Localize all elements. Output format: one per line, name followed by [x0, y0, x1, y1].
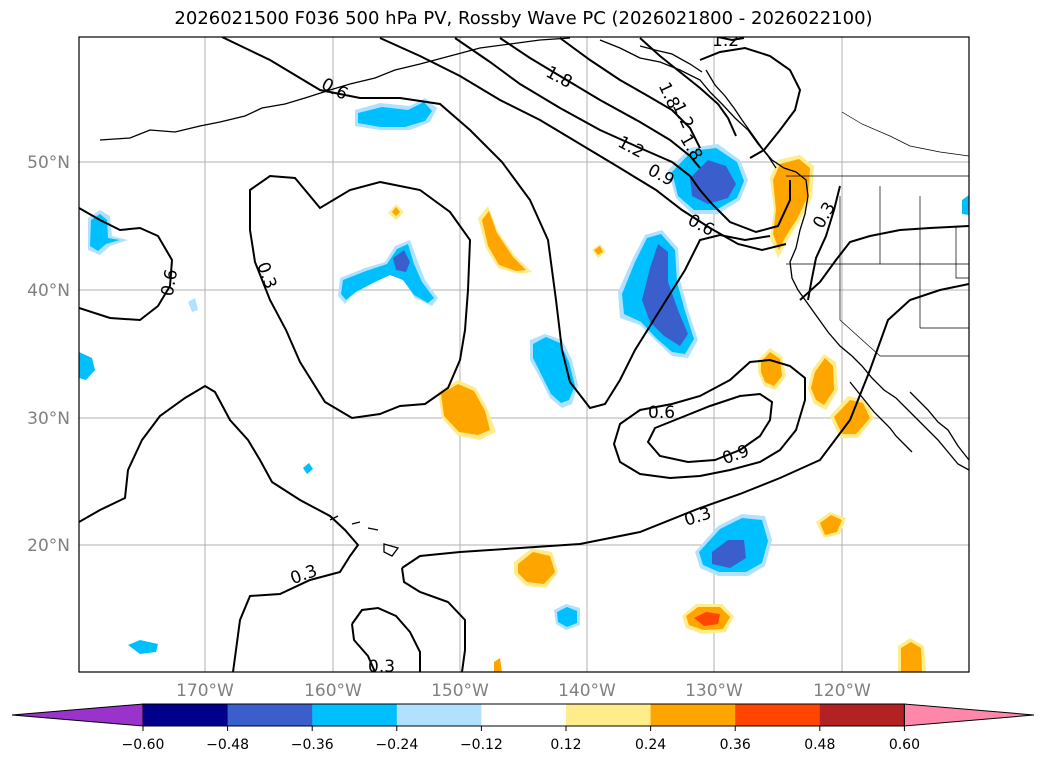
- lon-label-170w: 170°W: [176, 681, 234, 701]
- colorbar: −0.60 −0.48 −0.36 −0.24 −0.12 0.12 0.24 0.36 0.4…: [11, 703, 1035, 753]
- political-borders: [786, 111, 969, 357]
- us-west-coast: [789, 195, 969, 471]
- hawaii: [329, 515, 400, 557]
- contour-0.3-east: [799, 225, 969, 301]
- contour-0.3-loop: [351, 606, 421, 672]
- neg-patch-sw: [128, 640, 158, 654]
- colorbar-segment: [650, 704, 736, 726]
- colorbar-tick-label: 0.24: [635, 737, 666, 753]
- colorbar-segment: [227, 704, 313, 726]
- lon-label-150w: 150°W: [431, 681, 489, 701]
- colorbar-segment: [143, 704, 229, 726]
- longitude-labels: 170°W 160°W 150°W 140°W 130°W 120°W: [176, 681, 871, 701]
- colorbar-extend-high: [903, 703, 1035, 727]
- lon-label-160w: 160°W: [304, 681, 362, 701]
- colorbar-segment: [819, 704, 905, 726]
- contour-0.9-loop: [612, 358, 806, 480]
- colorbar-segment: [566, 704, 652, 726]
- contour-0.6-north: [221, 37, 771, 410]
- contour-0.3-south: [79, 384, 360, 672]
- lat-label-40n: 40°N: [27, 281, 70, 301]
- lon-label-120w: 120°W: [813, 681, 871, 701]
- latitude-labels: 50°N 40°N 30°N 20°N: [27, 153, 70, 556]
- contour-0.6-west: [79, 207, 174, 322]
- contour-1.2-a: [454, 37, 791, 234]
- lat-label-20n: 20°N: [27, 536, 70, 556]
- colorbar-tick-label: −0.48: [206, 737, 249, 753]
- alaska-coast: [99, 37, 571, 141]
- colorbar-tick-label: 0.36: [720, 737, 751, 753]
- colorbar-tick-label: −0.60: [122, 737, 165, 753]
- lon-label-140w: 140°W: [558, 681, 616, 701]
- colorbar-segment: [396, 704, 482, 726]
- contour-label: 0.6: [648, 403, 675, 423]
- map-border: [78, 36, 970, 673]
- lat-label-30n: 30°N: [27, 409, 70, 429]
- contour-0.6-north-loop: [717, 37, 745, 42]
- contour-1.2-b: [379, 37, 787, 252]
- neg-patch-far-west: [79, 352, 95, 380]
- contour-1.8-a: [499, 37, 701, 169]
- colorbar-tick-label: 0.12: [550, 737, 581, 753]
- contour-label: 0.3: [368, 657, 395, 677]
- colorbar-segment: [481, 704, 567, 726]
- contour-0.3-main: [249, 174, 472, 420]
- colorbar-segment: [312, 704, 398, 726]
- colorbar-tick-label: −0.24: [375, 737, 418, 753]
- contour-label: 1.2: [712, 31, 739, 51]
- colorbar-tick-label: −0.12: [460, 737, 503, 753]
- contour-0.6-loop: [646, 392, 774, 464]
- contour-0.9-coast: [699, 46, 802, 159]
- negative-anomaly-fills: [79, 98, 969, 654]
- colorbar-extend-low: [11, 703, 144, 727]
- contour-1.8-b: [559, 37, 701, 149]
- map-title: 2026021500 F036 500 hPa PV, Rossby Wave …: [174, 8, 873, 29]
- colorbar-tick-label: 0.60: [889, 737, 920, 753]
- lat-label-50n: 50°N: [27, 153, 70, 173]
- coastlines: [99, 37, 969, 557]
- contour-0.3-long: [401, 283, 969, 569]
- colorbar-tick-label: 0.48: [804, 737, 835, 753]
- colorbar-outline: [142, 703, 905, 727]
- lon-label-130w: 130°W: [685, 681, 743, 701]
- colorbar-tick-label: −0.36: [291, 737, 334, 753]
- pv-contours: [79, 37, 969, 672]
- contour-1.2-c: [639, 37, 737, 137]
- colorbar-segment: [735, 704, 821, 726]
- contour-label: 0.6: [158, 268, 182, 298]
- canada-coast: [705, 69, 809, 197]
